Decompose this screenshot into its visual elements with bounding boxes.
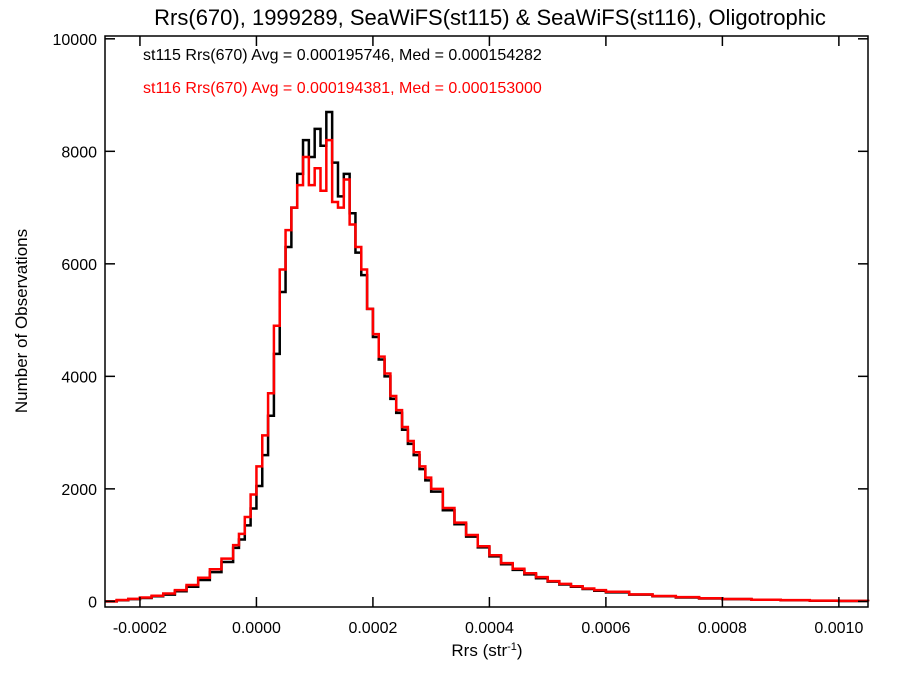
x-tick-label: 0.0004: [465, 620, 514, 637]
series-line-st115: [105, 110, 870, 603]
x-tick-label: 0.0010: [814, 620, 863, 637]
x-axis-title-superscript: -1: [507, 641, 517, 653]
y-tick-label: 0: [88, 594, 97, 611]
x-axis-title: Rrs (str-1): [451, 641, 522, 660]
x-tick-label: 0.0002: [348, 620, 397, 637]
x-axis-title-close: ): [517, 641, 523, 660]
y-tick-label: 6000: [61, 257, 97, 274]
x-axis-title-main: Rrs (str: [451, 641, 507, 660]
annotation-st115: st115 Rrs(670) Avg = 0.000195746, Med = …: [143, 47, 542, 64]
y-tick-label: 2000: [61, 482, 97, 499]
series-layer: [105, 110, 870, 603]
x-tick-label: 0.0006: [581, 620, 630, 637]
y-axis-title: Number of Observations: [12, 229, 31, 413]
y-tick-label: 8000: [61, 144, 97, 161]
y-tick-label: 10000: [53, 32, 98, 49]
series-line-st116: [105, 138, 870, 603]
x-tick-label: -0.0002: [113, 620, 167, 637]
x-tick-label: 0.0000: [232, 620, 281, 637]
annotation-st116: st116 Rrs(670) Avg = 0.000194381, Med = …: [143, 80, 542, 97]
y-tick-label: 4000: [61, 369, 97, 386]
plot-frame: [104, 35, 869, 608]
tick-layer: -0.0002 0.0000 0.0002 0.0004 0.0006 0.0008 0.0…: [53, 32, 868, 637]
x-tick-label: 0.0008: [698, 620, 747, 637]
chart-title: Rrs(670), 1999289, SeaWiFS(st115) & SeaW…: [154, 5, 826, 30]
